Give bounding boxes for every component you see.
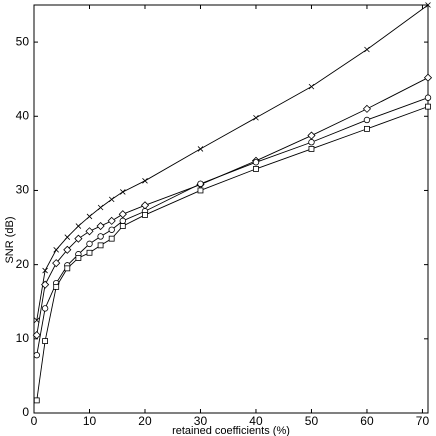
marker: [108, 235, 115, 242]
marker: [363, 116, 371, 124]
marker: [52, 259, 61, 268]
marker: [308, 83, 315, 90]
marker: [41, 305, 49, 312]
x-tick-label: 0: [31, 414, 38, 428]
marker: [197, 187, 204, 194]
marker: [33, 397, 40, 404]
marker: [86, 240, 93, 248]
x-tick-label: 50: [305, 414, 319, 428]
y-tick-label: 10: [16, 331, 30, 345]
y-tick-label: 20: [16, 257, 30, 271]
y-tick-label: 40: [16, 108, 30, 122]
marker: [308, 139, 315, 146]
marker: [118, 210, 127, 219]
marker: [64, 234, 71, 240]
series-line: [36, 77, 429, 336]
marker: [364, 46, 370, 53]
marker: [425, 103, 431, 110]
marker: [252, 159, 260, 166]
plot-frame: [33, 4, 429, 414]
marker: [253, 166, 259, 172]
marker: [42, 267, 48, 274]
marker: [142, 178, 148, 184]
marker: [97, 242, 104, 249]
marker: [74, 234, 83, 243]
y-tick-label: 30: [16, 183, 30, 197]
marker: [42, 338, 48, 344]
marker: [86, 213, 93, 220]
marker: [75, 223, 82, 229]
y-tick-label: 50: [16, 34, 30, 48]
x-tick-label: 60: [360, 414, 374, 428]
marker: [307, 131, 316, 140]
series-line: [36, 97, 429, 356]
marker: [86, 249, 93, 256]
marker: [96, 221, 105, 231]
marker: [120, 189, 126, 195]
marker: [64, 265, 71, 272]
marker: [97, 204, 104, 211]
marker: [423, 73, 433, 82]
marker: [140, 201, 150, 210]
marker: [53, 283, 60, 290]
marker: [75, 255, 82, 261]
marker: [308, 146, 315, 152]
x-axis-label: retained coefficients (%): [172, 425, 290, 436]
y-axis-label: SNR (dB): [4, 216, 16, 263]
marker: [197, 180, 204, 187]
series-line: [36, 4, 429, 321]
marker: [424, 94, 432, 101]
marker: [425, 2, 431, 8]
marker: [119, 217, 126, 225]
marker: [33, 351, 40, 359]
x-tick-label: 70: [416, 414, 430, 428]
marker: [197, 146, 204, 152]
marker: [41, 280, 50, 289]
y-tick-label: 0: [22, 405, 29, 419]
marker: [85, 227, 94, 236]
marker: [362, 104, 372, 113]
marker: [142, 212, 148, 218]
marker: [107, 216, 116, 225]
x-tick-label: 10: [83, 414, 97, 428]
x-tick-label: 40: [249, 414, 263, 428]
marker: [97, 233, 104, 240]
series-line: [36, 106, 429, 401]
marker: [253, 114, 259, 121]
marker: [33, 317, 40, 324]
x-tick-label: 20: [138, 414, 152, 428]
marker: [364, 125, 370, 132]
marker: [108, 226, 115, 233]
marker: [119, 223, 126, 229]
x-tick-label: 30: [194, 414, 208, 428]
marker: [32, 331, 41, 340]
marker: [63, 245, 72, 254]
marker: [53, 247, 59, 253]
marker: [108, 196, 115, 203]
